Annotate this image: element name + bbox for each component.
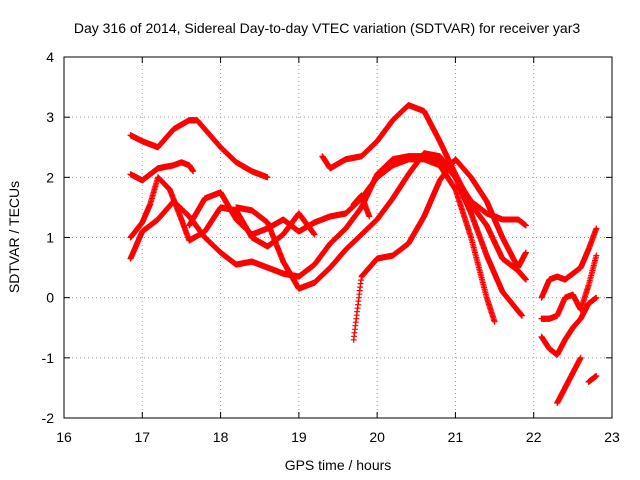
- data-point: [593, 225, 600, 232]
- series-arc-a: [127, 117, 271, 181]
- series-arc-b: [127, 159, 197, 184]
- series-arc-i: [350, 192, 373, 220]
- y-tick-label: -1: [42, 350, 55, 366]
- data-point: [593, 372, 600, 379]
- data-point: [264, 174, 271, 181]
- x-tick-label: 21: [448, 429, 464, 445]
- series-arc-n: [585, 372, 600, 385]
- data-point: [519, 312, 525, 319]
- x-tick-label: 23: [604, 429, 620, 445]
- data-point: [522, 249, 529, 256]
- data-point: [522, 276, 529, 283]
- series-arc-m: [554, 354, 584, 406]
- y-tick-label: 0: [46, 290, 54, 306]
- data-point: [491, 318, 498, 325]
- data-point: [522, 222, 529, 229]
- data-point: [577, 354, 584, 361]
- x-axis-label: GPS time / hours: [285, 457, 392, 473]
- series-arc-k: [538, 252, 600, 322]
- series-arc-j: [538, 225, 600, 301]
- y-tick-label: -2: [42, 410, 55, 426]
- x-tick-label: 18: [213, 429, 229, 445]
- grid: [64, 57, 612, 418]
- y-tick-label: 2: [46, 169, 54, 185]
- data-point: [311, 231, 318, 238]
- x-tick-label: 22: [526, 429, 542, 445]
- y-tick-label: 4: [46, 49, 54, 65]
- series-arc-e: [186, 156, 498, 325]
- x-tick-label: 16: [56, 429, 72, 445]
- x-tick-label: 19: [291, 429, 307, 445]
- x-tick-label: 17: [134, 429, 150, 445]
- data-point: [593, 252, 600, 259]
- series-arc-h: [350, 156, 529, 343]
- x-tick-label: 20: [369, 429, 385, 445]
- y-tick-label: 3: [46, 109, 54, 125]
- y-tick-label: 1: [46, 230, 54, 246]
- data-point: [366, 213, 373, 220]
- data-points: [127, 102, 600, 406]
- series-arc-l: [538, 294, 600, 358]
- data-point: [593, 294, 600, 301]
- data-point: [190, 168, 197, 175]
- series-arc-g: [319, 102, 529, 283]
- chart-title: Day 316 of 2014, Sidereal Day-to-day VTE…: [74, 20, 580, 36]
- series-arc-c: [127, 174, 318, 250]
- y-axis-label: SDTVAR / TECUs: [6, 181, 22, 293]
